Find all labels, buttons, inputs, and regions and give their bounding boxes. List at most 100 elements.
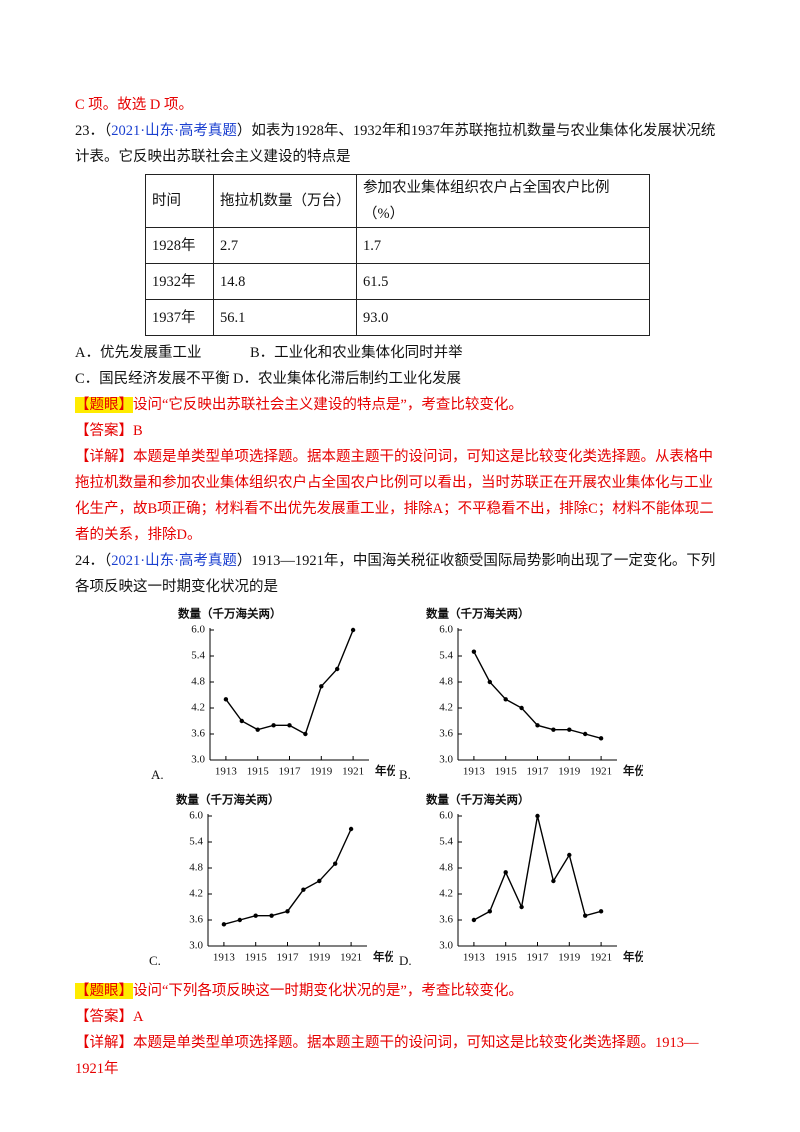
y-tick-label: 6.0 [439,624,453,636]
cell: 61.5 [356,263,650,300]
chart-options: 数量（千万海关两） 3.0 3.6 4.2 4.8 5.4 6.0 1913 1915 1917 1… [75,600,727,978]
option: C．国民经济发展不平衡 [75,371,230,387]
x-tick-label: 1921 [340,952,362,964]
x-tick-label: 1917 [527,952,550,964]
data-point [487,679,492,685]
y-tick-label: 3.0 [191,754,205,766]
stem: 1913—1921年，中国海关税征收额受国际局势影响出现了一定变化。下列各项反映… [75,553,716,595]
y-tick-label: 5.4 [439,836,453,848]
x-axis-title: 年份 [375,764,395,778]
q-number: 23． [75,123,104,139]
source: 2021·山东·高考真题 [111,553,237,569]
data-point [487,909,492,914]
x-tick-label: 1919 [310,766,333,778]
source-open: （ [104,553,112,569]
source-close: ） [236,553,252,569]
analysis: 【题眼】设问“它反映出苏联社会主义建设的特点是”，考查比较变化。 [75,392,727,418]
y-tick-label: 3.6 [439,914,453,926]
source-open: （ [104,123,112,139]
y-tick-label: 5.4 [191,650,205,662]
option-label: B. [399,767,411,782]
x-axis-title: 年份 [623,950,643,964]
data-point [583,731,588,737]
data-point [551,727,556,732]
x-tick-label: 1913 [463,766,486,778]
chart: 数量（千万海关两） 3.0 3.6 4.2 4.8 5.4 6.0 1913 1915 1917 1… [149,793,393,968]
x-axis-title: 年份 [623,764,643,778]
header-cell: 参加农业集体组织农户占全国农户比例（%） [356,174,650,228]
data-point [350,627,356,633]
y-tick-label: 6.0 [189,810,203,822]
y-tick-label: 3.0 [189,940,203,952]
cell: 93.0 [356,299,650,336]
option: D．农业集体化滞后制约工业化发展 [233,371,461,387]
cell: 1932年 [145,263,214,300]
data-point [317,878,322,884]
data-line [225,629,354,736]
y-tick-label: 4.8 [439,862,453,874]
data-point [237,917,242,923]
options-row: C．国民经济发展不平衡 D．农业集体化滞后制约工业化发展 [75,366,727,392]
y-axis-title: 数量（千万海关两） [426,793,530,807]
x-tick-label: 1921 [590,952,612,964]
x-tick-label: 1915 [495,766,518,778]
data-table: 时间 拖拉机数量（万台） 参加农业集体组织农户占全国农户比例（%） 1928年 … [145,174,650,336]
table-header: 时间 拖拉机数量（万台） 参加农业集体组织农户占全国农户比例（%） [145,174,650,228]
data-point [239,718,244,724]
data-point [271,723,276,728]
document: C 项。故选 D 项。 23．（2021·山东·高考真题）如表为1928年、19… [75,92,727,1082]
y-tick-label: 4.8 [439,676,453,688]
table-row: 1937年 56.1 93.0 [145,299,650,336]
cell: 56.1 [213,299,357,336]
y-tick-label: 4.2 [439,888,453,900]
data-point [319,684,324,689]
detail-tag: 【详解】 [75,449,133,465]
data-point [303,731,308,737]
y-tick-label: 4.2 [189,888,203,900]
header-cell: 时间 [145,174,214,228]
data-point [255,727,260,732]
y-tick-label: 4.8 [191,676,205,688]
analysis-text: 设问“它反映出苏联社会主义建设的特点是”，考查比较变化。 [133,397,523,413]
data-point [503,697,508,702]
analysis-tag: 【题眼】 [75,983,133,999]
data-point [567,852,572,858]
data-point [301,887,306,892]
y-tick-label: 4.2 [439,702,453,714]
y-tick-label: 5.4 [189,836,203,848]
data-point [348,826,354,832]
option-label: C. [149,953,161,968]
options-row: A．优先发展重工业 B．工业化和农业集体化同时并举 [75,340,727,366]
cell: 1.7 [356,227,650,264]
answer: 【答案】B [75,418,727,444]
data-point [567,727,572,732]
y-tick-label: 3.6 [191,728,205,740]
data-point [503,870,508,875]
detail-tag: 【详解】 [75,1035,133,1051]
y-tick-label: 3.6 [189,914,203,926]
source: 2021·山东·高考真题 [111,123,237,139]
y-axis-title: 数量（千万海关两） [178,607,282,621]
data-point [285,909,290,914]
source-close: ） [236,123,252,139]
x-tick-label: 1913 [213,952,236,964]
x-tick-label: 1919 [308,952,331,964]
x-tick-label: 1917 [527,766,550,778]
chart: 数量（千万海关两） 3.0 3.6 4.2 4.8 5.4 6.0 1913 1915 1917 1… [399,793,643,968]
cell: 1928年 [145,227,214,264]
answer: 【答案】A [75,1004,727,1030]
answer-tag: 【答案】 [75,423,133,439]
data-point [223,697,229,702]
y-axis-title: 数量（千万海关两） [426,607,530,621]
data-point [519,705,524,711]
x-tick-label: 1915 [495,952,518,964]
x-tick-label: 1913 [463,952,486,964]
y-tick-label: 3.6 [439,728,453,740]
analysis: 【题眼】设问“下列各项反映这一时期变化状况的是”，考查比较变化。 [75,978,727,1004]
header-cell: 拖拉机数量（万台） [213,174,357,228]
detail: 【详解】本题是单类型单项选择题。据本题主题干的设问词，可知这是比较变化类选择题。… [75,1030,727,1082]
x-tick-label: 1919 [558,766,581,778]
question-stem: 23．（2021·山东·高考真题）如表为1928年、1932年和1937年苏联拖… [75,118,727,170]
data-point [535,813,540,819]
